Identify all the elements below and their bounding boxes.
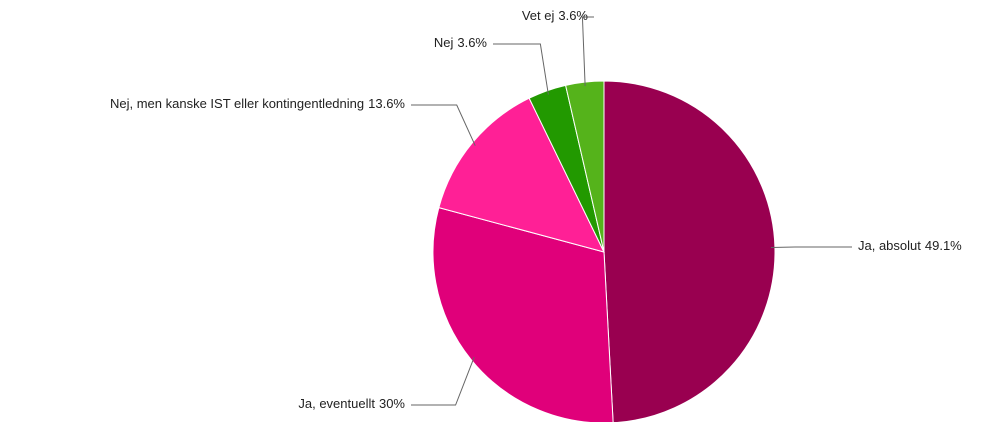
slice-label: Nej, men kanske IST eller kontingentledn… — [110, 96, 405, 111]
leader-line — [411, 104, 476, 146]
slice-label: Ja, eventuellt 30% — [298, 396, 405, 411]
leader-line — [770, 246, 852, 249]
slice-label-name: Vet ej — [522, 8, 555, 23]
slice-label: Vet ej 3.6% — [522, 8, 589, 23]
pie-slice — [438, 97, 605, 253]
slice-label-value: 30% — [379, 396, 405, 411]
pie-slice — [432, 206, 614, 422]
slice-label-name: Nej, men kanske IST eller kontingentledn… — [110, 96, 364, 111]
slice-label: Nej 3.6% — [434, 35, 488, 50]
leader-line — [411, 356, 475, 406]
slice-label-name: Ja, absolut — [858, 238, 921, 253]
leader-line — [581, 16, 594, 87]
leader-line — [493, 43, 549, 95]
slice-label-name: Nej — [434, 35, 454, 50]
slice-label-value: 3.6% — [457, 35, 487, 50]
slice-label-value: 49.1% — [925, 238, 962, 253]
slice-label: Ja, absolut 49.1% — [858, 238, 962, 253]
slice-label-value: 13.6% — [368, 96, 405, 111]
slice-label-name: Ja, eventuellt — [298, 396, 375, 411]
pie-slice — [603, 80, 776, 422]
slice-label-value: 3.6% — [558, 8, 588, 23]
